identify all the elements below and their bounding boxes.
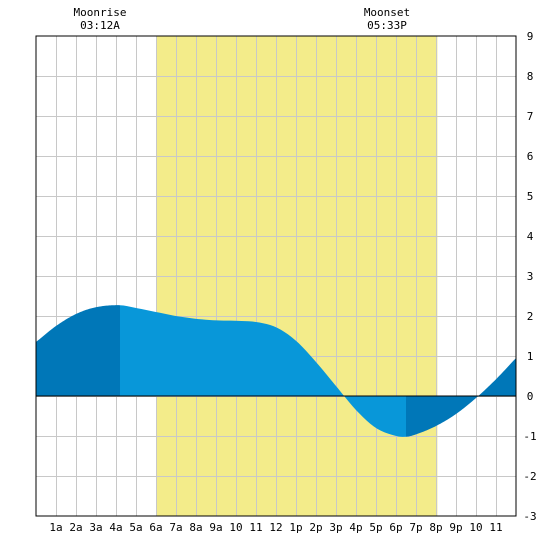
y-tick-label: 9 [527, 30, 534, 43]
x-tick-label: 3p [329, 521, 342, 534]
x-tick-label: 8a [189, 521, 202, 534]
x-tick-label: 10 [469, 521, 482, 534]
y-tick-labels: -3 -2 -1 0 1 2 3 4 5 6 7 8 9 [523, 30, 536, 523]
x-tick-label: 3a [89, 521, 102, 534]
grid-layer [36, 36, 516, 516]
y-tick-label: -3 [523, 510, 536, 523]
x-tick-label: 2a [69, 521, 82, 534]
x-tick-label: 4p [349, 521, 362, 534]
x-tick-label: 1p [289, 521, 302, 534]
y-tick-label: 2 [527, 310, 534, 323]
moonset-time: 05:33P [367, 19, 407, 32]
y-tick-label: 0 [527, 390, 534, 403]
x-tick-label: 9p [449, 521, 462, 534]
x-tick-label: 4a [109, 521, 122, 534]
moonrise-label: Moonrise [74, 6, 127, 19]
x-tick-label: 6p [389, 521, 402, 534]
x-tick-label: 11 [489, 521, 502, 534]
tide-area-rising [406, 358, 516, 437]
x-tick-label: 6a [149, 521, 162, 534]
x-tick-label: 9a [209, 521, 222, 534]
y-tick-label: -1 [523, 430, 536, 443]
x-tick-label: 11 [249, 521, 262, 534]
x-tick-label: 7p [409, 521, 422, 534]
x-tick-label: 5p [369, 521, 382, 534]
y-tick-label: 8 [527, 70, 534, 83]
x-tick-label: 12 [269, 521, 282, 534]
x-tick-label: 10 [229, 521, 242, 534]
plot-border [35, 35, 517, 517]
x-tick-label: 2p [309, 521, 322, 534]
y-tick-label: 4 [527, 230, 534, 243]
moonrise-time: 03:12A [80, 19, 120, 32]
y-tick-label: 7 [527, 110, 534, 123]
tide-area-falling [120, 305, 406, 437]
y-tick-label: 3 [527, 270, 534, 283]
tide-area-layer [36, 305, 516, 437]
y-tick-label: 5 [527, 190, 534, 203]
x-tick-label: 5a [129, 521, 142, 534]
x-tick-label: 7a [169, 521, 182, 534]
tide-area-rising [36, 305, 120, 396]
y-tick-label: 1 [527, 350, 534, 363]
x-tick-label: 8p [429, 521, 442, 534]
x-tick-labels: 1a 2a 3a 4a 5a 6a 7a 8a 9a 10 11 12 1p 2p 3p 4p 5p 6p 7p 8p… [49, 521, 502, 534]
moonset-label: Moonset [364, 6, 410, 19]
y-tick-label: -2 [523, 470, 536, 483]
x-tick-label: 1a [49, 521, 62, 534]
y-tick-label: 6 [527, 150, 534, 163]
